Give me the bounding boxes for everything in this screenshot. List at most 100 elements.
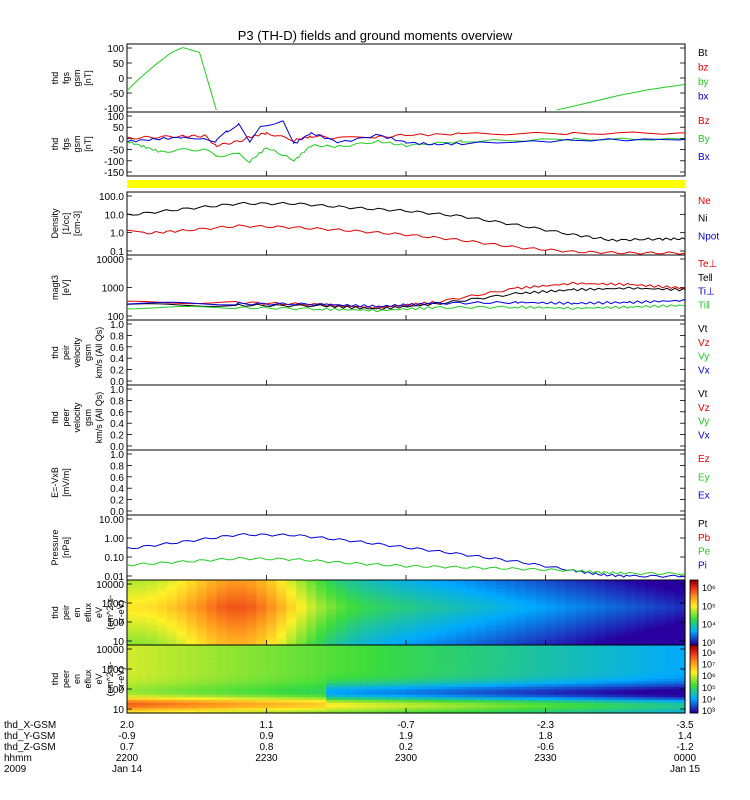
peer_spec-cell (156, 689, 168, 693)
peir_spec-cell (455, 580, 467, 584)
peer_spec-cell (595, 697, 606, 701)
peer_spec-cell (336, 645, 347, 649)
peir_spec-cell (146, 632, 158, 636)
peir_spec-cell (216, 587, 228, 591)
peer_spec-cell (166, 679, 178, 683)
peer_spec-cell (605, 710, 616, 714)
peir_spec-cell (535, 600, 547, 604)
peir_spec-cell (605, 600, 616, 604)
peer_spec-cell (226, 705, 238, 709)
peer_spec-cell (545, 647, 557, 651)
peer_spec-colorbar-swatch (690, 654, 698, 657)
peir_spec-cell (396, 630, 407, 634)
peer_spec-cell (246, 660, 258, 664)
peir_spec-cell (535, 625, 547, 629)
peer_spec-cell (675, 652, 686, 657)
peir_spec-cell (176, 602, 188, 606)
peer_spec-cell (266, 679, 278, 683)
peir_spec-cell (675, 600, 686, 604)
peir_spec-cell (415, 605, 427, 609)
peir_spec-cell (425, 580, 437, 584)
peir_spec-cell (146, 590, 158, 594)
peir_spec-cell (525, 600, 537, 604)
peer_spec-cell (535, 689, 547, 693)
peer_spec-cell (595, 655, 606, 659)
peer_spec-cell (535, 684, 547, 688)
peir_spec-cell (615, 615, 626, 619)
peir_spec-cell (206, 625, 218, 629)
peer_spec-cell (376, 673, 387, 677)
peer_spec-cell (256, 660, 268, 664)
peer_spec-cell (425, 699, 437, 704)
peir_spec-cell (166, 607, 178, 611)
peir_spec-cell (136, 582, 148, 586)
peir_spec-cell (415, 590, 427, 594)
peir_spec-cell (495, 585, 507, 589)
xaxis-tick-label: Jan 14 (112, 764, 142, 775)
peer_spec-cell (266, 668, 278, 672)
peer_spec-colorbar-swatch (690, 703, 698, 707)
peer_spec-cell (425, 679, 437, 683)
peir_spec-cell (296, 617, 307, 621)
peir_spec-cell (366, 587, 377, 591)
pressure-legend-Pi: Pi (698, 560, 707, 571)
peir_spec-cell (256, 585, 268, 589)
peer_spec-cell (206, 705, 218, 709)
peir_spec-cell (525, 622, 537, 626)
peer_spec-cell (415, 660, 427, 664)
peir_spec-cell (595, 602, 606, 606)
peir_spec-cell (465, 637, 477, 641)
peer_spec-cell (575, 652, 586, 657)
peir_spec-cell (286, 630, 297, 634)
peer_spec-cell (136, 676, 148, 680)
fgs-legend-by: by (698, 77, 709, 88)
peer_spec-cell (595, 692, 606, 696)
peer_spec-cell (655, 668, 666, 672)
peir_spec-cell (166, 640, 178, 644)
peir_spec-cell (485, 620, 497, 624)
peir_spec-cell (216, 585, 228, 589)
peer_vel-ytick-label: 0.4 (110, 419, 124, 430)
peer_spec-cell (485, 686, 497, 691)
peer_spec-cell (216, 660, 228, 664)
peer_spec-cell (306, 652, 317, 657)
peir_spec-cell (266, 627, 278, 631)
peer_spec-cell (625, 697, 636, 701)
peir_spec-cell (316, 602, 327, 606)
peer_spec-cell (505, 647, 517, 651)
peer_spec-cell (505, 665, 517, 670)
peir_spec-cell (485, 615, 497, 619)
peir_spec-cell (356, 622, 367, 626)
peir_spec-cell (336, 635, 347, 639)
peir_spec-cell (605, 580, 616, 584)
peer_spec-cell (615, 705, 626, 709)
peir_spec-cell (665, 590, 676, 594)
peir_spec-cell (127, 632, 138, 636)
peer_spec-cell (605, 705, 616, 709)
peer_spec-cell (396, 671, 407, 675)
peir_spec-cell (276, 587, 288, 591)
peer_spec-cell (455, 679, 467, 683)
peer_spec-cell (146, 663, 158, 667)
peer_spec-ylabel: thd (50, 673, 60, 686)
peer_spec-cell (545, 655, 557, 659)
peir_spec-cell (485, 607, 497, 611)
peir_spec-cell (166, 585, 178, 589)
peir_spec-cell (296, 595, 307, 599)
peer_spec-cell (455, 671, 467, 675)
peir_spec-cell (545, 607, 557, 611)
peir_spec-cell (127, 625, 138, 629)
peer_spec-cell (545, 663, 557, 667)
peer_spec-cell (435, 655, 447, 659)
peer_spec-cell (376, 647, 387, 651)
peir_spec-ylabel: eflux (83, 602, 93, 622)
peir_spec-cell (286, 582, 297, 586)
peir_spec-cell (206, 642, 218, 646)
peir_spec-cell (266, 630, 278, 634)
peer_spec-cell (615, 689, 626, 693)
peir_spec-cell (216, 602, 228, 606)
peer_vel-ylabel: km/s (All Qs) (94, 392, 104, 444)
peir_spec-cell (306, 592, 317, 596)
peer_spec-cell (276, 663, 288, 667)
peir_spec-cell (286, 612, 297, 616)
